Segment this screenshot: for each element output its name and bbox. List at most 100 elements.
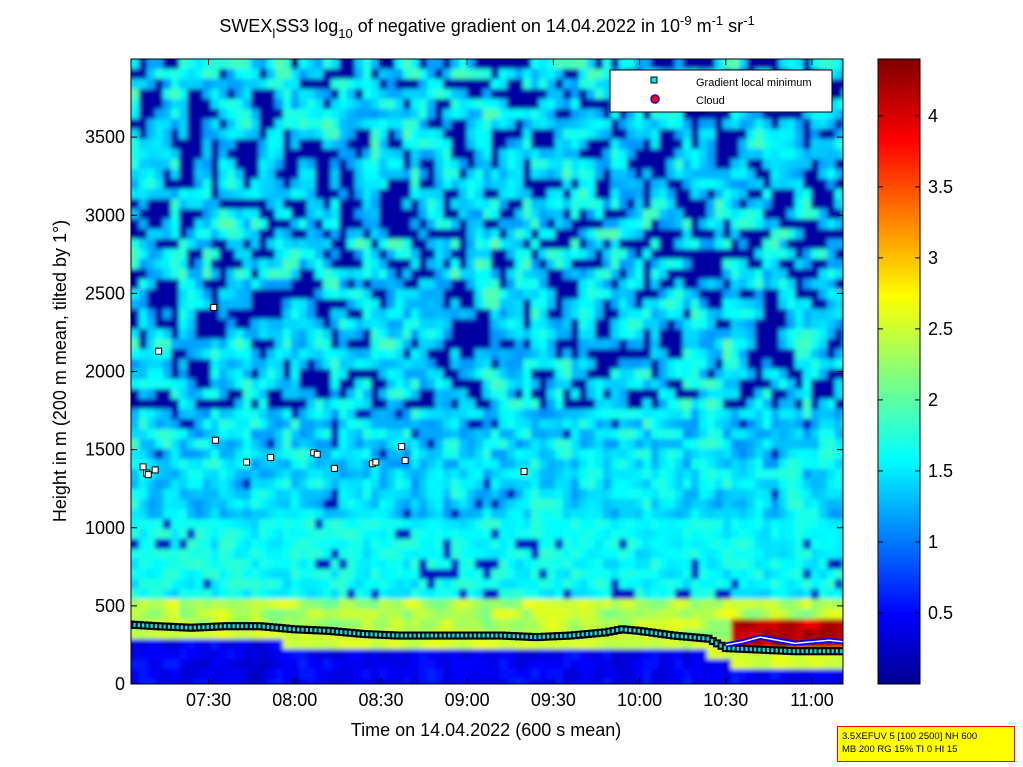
heatmap-cell [275, 199, 284, 210]
heatmap-cell [403, 659, 412, 670]
heatmap-cell [259, 69, 268, 80]
heatmap-cell [723, 369, 732, 380]
heatmap-cell [515, 529, 524, 540]
heatmap-cell [291, 369, 300, 380]
heatmap-cell [339, 209, 348, 220]
heatmap-cell [163, 159, 172, 170]
heatmap-cell [427, 549, 436, 560]
heatmap-cell [203, 179, 212, 190]
heatmap-cell [139, 219, 148, 230]
heatmap-cell [355, 589, 364, 600]
heatmap-cell [395, 419, 404, 430]
heatmap-cell [675, 549, 684, 560]
heatmap-cell [483, 329, 492, 340]
heatmap-cell [635, 529, 644, 540]
heatmap-cell [587, 609, 596, 620]
heatmap-cell [579, 609, 588, 620]
heatmap-cell [595, 99, 604, 110]
heatmap-cell [515, 669, 524, 680]
heatmap-cell [563, 269, 572, 280]
heatmap-cell [363, 59, 372, 60]
heatmap-cell [211, 539, 220, 550]
heatmap-cell [171, 689, 180, 700]
heatmap-cell [531, 89, 540, 100]
heatmap-cell [571, 529, 580, 540]
heatmap-cell [467, 319, 476, 330]
heatmap-cell [275, 69, 284, 80]
heatmap-cell [499, 109, 508, 120]
heatmap-cell [131, 599, 140, 610]
heatmap-cell [371, 109, 380, 120]
heatmap-cell [571, 679, 580, 684]
heatmap-cell [307, 559, 316, 570]
heatmap-cell [539, 609, 548, 620]
heatmap-cell [467, 659, 476, 670]
heatmap-cell [187, 259, 196, 270]
heatmap-cell [291, 289, 300, 300]
heatmap-cell [443, 79, 452, 90]
heatmap-cell [363, 269, 372, 280]
heatmap-cell [307, 359, 316, 370]
heatmap-cell [291, 559, 300, 570]
heatmap-cell [427, 579, 436, 590]
heatmap-cell [187, 639, 196, 650]
heatmap-cell [683, 539, 692, 550]
heatmap-cell [491, 79, 500, 90]
heatmap-cell [587, 79, 596, 90]
heatmap-cell [563, 249, 572, 260]
heatmap-cell [331, 99, 340, 110]
heatmap-cell [155, 379, 164, 390]
heatmap-cell [219, 69, 228, 80]
heatmap-cell [515, 429, 524, 440]
heatmap-cell [475, 209, 484, 220]
heatmap-cell [603, 449, 612, 460]
heatmap-cell [667, 379, 676, 390]
heatmap-cell [507, 209, 516, 220]
heatmap-cell [259, 129, 268, 140]
heatmap-cell [387, 469, 396, 480]
heatmap-cell [379, 119, 388, 130]
heatmap-cell [475, 399, 484, 410]
heatmap-cell [171, 669, 180, 680]
heatmap-cell [219, 299, 228, 310]
heatmap-cell [499, 689, 508, 700]
heatmap-cell [707, 529, 716, 540]
heatmap-cell [267, 459, 276, 470]
heatmap-cell [731, 429, 740, 440]
heatmap-cell [227, 269, 236, 280]
heatmap-cell [579, 99, 588, 110]
heatmap-cell [235, 249, 244, 260]
heatmap-cell [211, 79, 220, 90]
heatmap-cell [187, 209, 196, 220]
heatmap-cell [395, 549, 404, 560]
heatmap-cell [315, 639, 324, 650]
heatmap-cell [451, 129, 460, 140]
heatmap-cell [403, 589, 412, 600]
heatmap-cell [211, 419, 220, 430]
heatmap-cell [731, 389, 740, 400]
heatmap-cell [259, 509, 268, 520]
heatmap-cell [411, 409, 420, 420]
heatmap-cell [339, 159, 348, 170]
heatmap-cell [627, 449, 636, 460]
heatmap-cell [347, 59, 356, 60]
heatmap-cell [427, 619, 436, 630]
heatmap-cell [251, 189, 260, 200]
heatmap-cell [355, 99, 364, 110]
heatmap-cell [395, 99, 404, 110]
heatmap-cell [275, 449, 284, 460]
heatmap-cell [459, 369, 468, 380]
heatmap-cell [555, 359, 564, 370]
heatmap-cell [283, 299, 292, 310]
heatmap-cell [491, 499, 500, 510]
heatmap-cell [715, 59, 724, 70]
heatmap-cell [595, 129, 604, 140]
heatmap-cell [147, 689, 156, 700]
heatmap-cell [611, 59, 620, 60]
heatmap-cell [179, 359, 188, 370]
heatmap-cell [227, 109, 236, 120]
heatmap-cell [267, 259, 276, 270]
heatmap-cell [443, 399, 452, 410]
heatmap-cell [259, 449, 268, 460]
heatmap-cell [555, 349, 564, 360]
